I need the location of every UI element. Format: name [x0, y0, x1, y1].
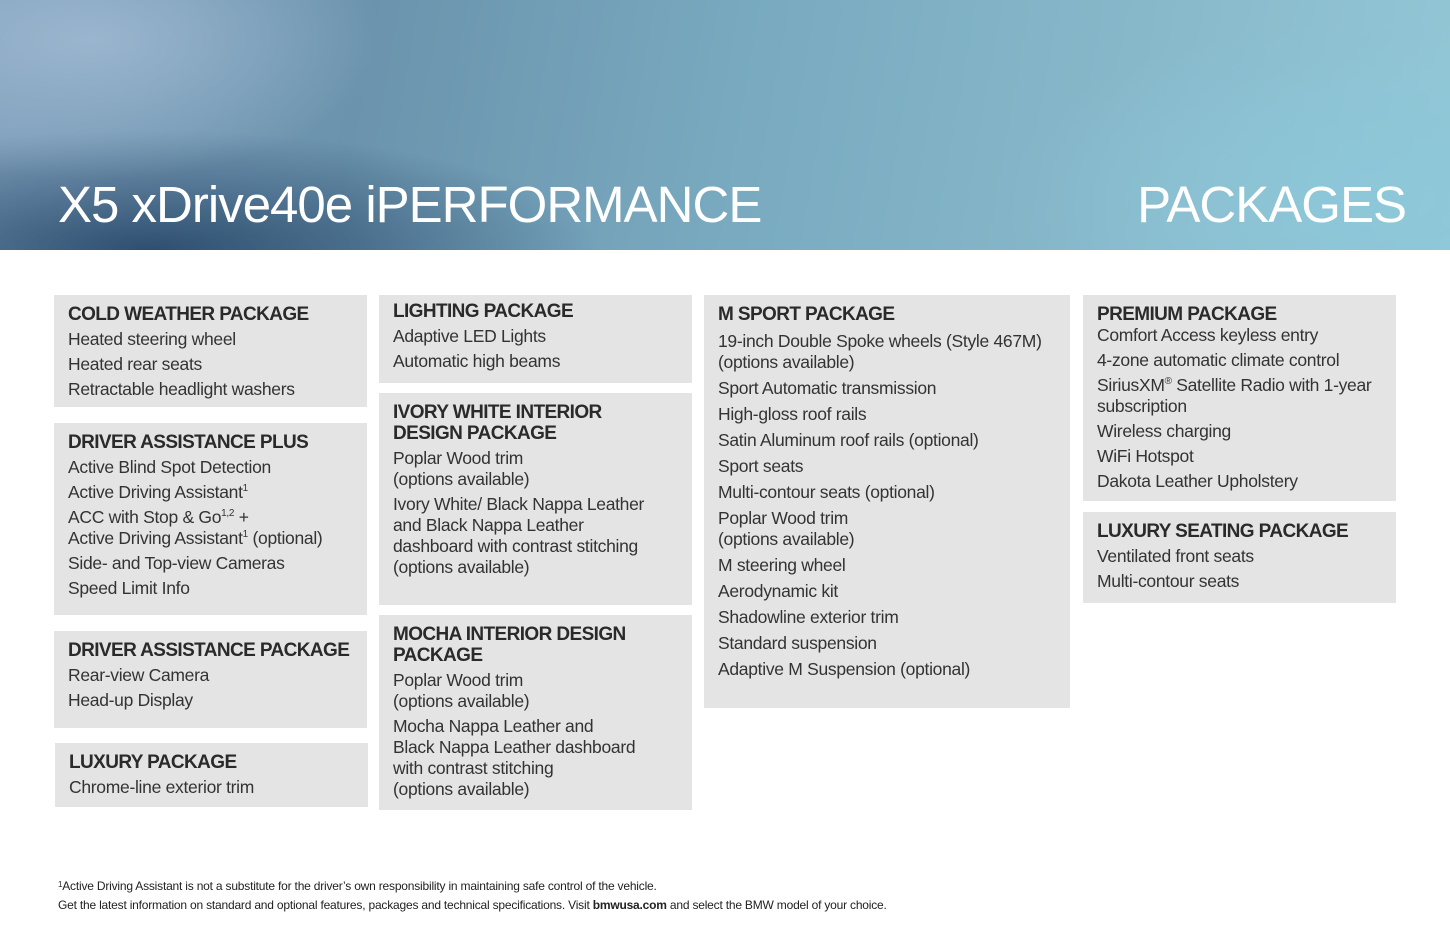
- feature-item: Poplar Wood trim (options available): [393, 670, 530, 711]
- luxury-package-box: LUXURY PACKAGE Chrome-line exterior trim: [55, 743, 368, 807]
- package-features: Rear-view Camera Head-up Display: [68, 665, 353, 711]
- package-title: M SPORT PACKAGE: [718, 304, 895, 325]
- feature-item: Sport Automatic transmission: [718, 378, 937, 398]
- driver-assistance-package-box: DRIVER ASSISTANCE PACKAGE Rear-view Came…: [54, 631, 367, 728]
- feature-item: Side- and Top-view Cameras: [68, 553, 285, 573]
- feature-text: Active Driving Assistant: [68, 528, 243, 548]
- feature-item: Retractable headlight washers: [68, 379, 295, 399]
- feature-item: Poplar Wood trim (options available): [393, 448, 530, 489]
- header-banner: X5 xDrive40e iPERFORMANCE PACKAGES: [0, 0, 1450, 250]
- footnote-marker: 1: [58, 880, 63, 889]
- package-title: DRIVER ASSISTANCE PACKAGE: [68, 640, 350, 661]
- package-features: Poplar Wood trim (options available) Moc…: [393, 670, 678, 800]
- package-title: COLD WEATHER PACKAGE: [68, 304, 309, 325]
- package-features: 19-inch Double Spoke wheels (Style 467M)…: [718, 331, 1056, 680]
- package-title: LUXURY PACKAGE: [69, 752, 237, 773]
- section-title: PACKAGES: [1137, 176, 1407, 233]
- package-title: LUXURY SEATING PACKAGE: [1097, 521, 1349, 542]
- feature-item: Mocha Nappa Leather and Black Nappa Leat…: [393, 716, 636, 799]
- model-title: X5 xDrive40e iPERFORMANCE: [58, 176, 762, 233]
- feature-text: SiriusXM: [1097, 375, 1165, 395]
- package-features: Adaptive LED Lights Automatic high beams: [393, 326, 678, 372]
- feature-item: Active Driving Assistant1: [68, 482, 353, 503]
- feature-text: +: [238, 507, 249, 527]
- feature-item: Dakota Leather Upholstery: [1097, 471, 1298, 491]
- feature-item: M steering wheel: [718, 555, 846, 575]
- feature-item: 4-zone automatic climate control: [1097, 350, 1340, 370]
- info-text: Get the latest information on standard a…: [58, 898, 593, 912]
- footnote-marker: 1: [242, 483, 249, 494]
- feature-item: Standard suspension: [718, 633, 877, 653]
- cold-weather-package-box: COLD WEATHER PACKAGE Heated steering whe…: [54, 295, 367, 407]
- feature-item: ACC with Stop & Go1,2 + Active Driving As…: [68, 507, 353, 549]
- feature-item: WiFi Hotspot: [1097, 446, 1194, 466]
- registered-mark: ®: [1164, 376, 1172, 387]
- package-features: Comfort Access keyless entry 4-zone auto…: [1097, 325, 1382, 492]
- feature-text: Satellite Radio with 1-year subscription: [1097, 375, 1372, 416]
- feature-item: High-gloss roof rails: [718, 404, 867, 424]
- feature-item: Poplar Wood trim (options available): [718, 508, 855, 549]
- feature-item: Chrome-line exterior trim: [69, 777, 255, 797]
- feature-item: Adaptive M Suspension (optional): [718, 659, 971, 679]
- package-features: Heated steering wheel Heated rear seats …: [68, 329, 353, 400]
- feature-item: Adaptive LED Lights: [393, 326, 546, 346]
- feature-item: Ventilated front seats: [1097, 546, 1254, 566]
- feature-item: Sport seats: [718, 456, 804, 476]
- feature-item: Wireless charging: [1097, 421, 1231, 441]
- package-title: IVORY WHITE INTERIOR DESIGN PACKAGE: [393, 402, 602, 444]
- info-line: Get the latest information on standard a…: [58, 898, 887, 912]
- m-sport-package-box: M SPORT PACKAGE 19-inch Double Spoke whe…: [704, 295, 1070, 708]
- package-features: Active Blind Spot Detection Active Drivi…: [68, 457, 353, 599]
- lighting-package-box: LIGHTING PACKAGE Adaptive LED Lights Aut…: [379, 295, 692, 383]
- footnote-text: Active Driving Assistant is not a substi…: [62, 879, 657, 893]
- mocha-interior-package-box: MOCHA INTERIOR DESIGN PACKAGE Poplar Woo…: [379, 615, 692, 810]
- feature-item: Multi-contour seats (optional): [718, 482, 935, 502]
- package-title: LIGHTING PACKAGE: [393, 301, 574, 322]
- premium-package-box: PREMIUM PACKAGE Comfort Access keyless e…: [1083, 295, 1396, 501]
- feature-text: (optional): [252, 528, 323, 548]
- package-features: Ventilated front seats Multi-contour sea…: [1097, 546, 1382, 592]
- feature-item: Ivory White/ Black Nappa Leather and Bla…: [393, 494, 645, 577]
- feature-item: Multi-contour seats: [1097, 571, 1240, 591]
- feature-item: Shadowline exterior trim: [718, 607, 899, 627]
- package-features: Chrome-line exterior trim: [69, 777, 354, 798]
- driver-assistance-plus-box: DRIVER ASSISTANCE PLUS Active Blind Spot…: [54, 423, 367, 615]
- feature-item: Heated steering wheel: [68, 329, 236, 349]
- ivory-white-interior-package-box: IVORY WHITE INTERIOR DESIGN PACKAGE Popl…: [379, 393, 692, 605]
- luxury-seating-package-box: LUXURY SEATING PACKAGE Ventilated front …: [1083, 512, 1396, 603]
- feature-item: Aerodynamic kit: [718, 581, 838, 601]
- website-link[interactable]: bmwusa.com: [592, 898, 667, 912]
- feature-item: Satin Aluminum roof rails (optional): [718, 430, 979, 450]
- package-title: PREMIUM PACKAGE: [1097, 304, 1277, 325]
- feature-item: Speed Limit Info: [68, 578, 190, 598]
- footnote-marker: 1: [242, 529, 249, 540]
- feature-item: Active Blind Spot Detection: [68, 457, 271, 477]
- package-features: Poplar Wood trim (options available) Ivo…: [393, 448, 678, 578]
- feature-item: Rear-view Camera: [68, 665, 210, 685]
- package-title: MOCHA INTERIOR DESIGN PACKAGE: [393, 624, 626, 666]
- feature-item: Automatic high beams: [393, 351, 561, 371]
- footnote-marker: 1,2: [221, 508, 235, 519]
- info-text: and select the BMW model of your choice.: [666, 898, 887, 912]
- feature-item: Head-up Display: [68, 690, 193, 710]
- feature-item: SiriusXM® Satellite Radio with 1-year su…: [1097, 375, 1382, 417]
- feature-item: Comfort Access keyless entry: [1097, 325, 1319, 345]
- package-title: DRIVER ASSISTANCE PLUS: [68, 432, 309, 453]
- feature-text: Active Driving Assistant: [68, 482, 243, 502]
- feature-item: Heated rear seats: [68, 354, 203, 374]
- footnote: 1Active Driving Assistant is not a subst…: [58, 879, 657, 893]
- feature-item: 19-inch Double Spoke wheels (Style 467M)…: [718, 331, 1042, 372]
- feature-text: ACC with Stop & Go: [68, 507, 222, 527]
